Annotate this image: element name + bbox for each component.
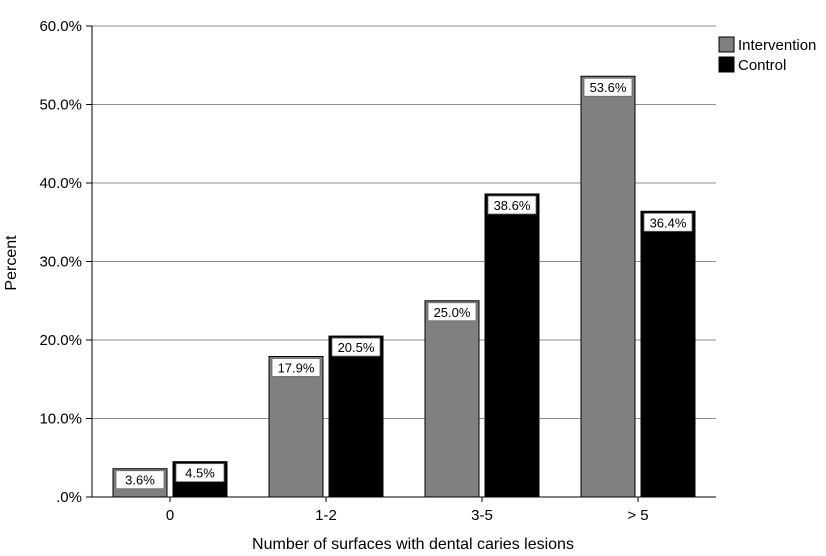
y-tick-label: 50.0% <box>39 97 82 114</box>
bar-control-2 <box>484 193 540 498</box>
data-label-box <box>115 470 165 490</box>
data-label-box <box>487 195 537 215</box>
legend-swatch-intervention <box>718 36 735 53</box>
legend: Intervention Control <box>718 36 816 74</box>
data-label: 20.5% <box>338 340 375 355</box>
data-label: 36.4% <box>650 215 687 230</box>
x-tick-label: 3-5 <box>471 507 493 524</box>
legend-label-intervention: Intervention <box>738 37 816 54</box>
y-tick-label: 40.0% <box>39 175 82 192</box>
y-tick-labels: .0% 10.0% 20.0% 30.0% 40.0% 50.0% 60.0% <box>39 18 82 506</box>
legend-label-control: Control <box>738 57 786 74</box>
data-label: 38.6% <box>494 198 531 213</box>
x-tick-label: > 5 <box>627 507 648 524</box>
axes <box>91 26 716 502</box>
bar-intervention-1 <box>268 355 324 498</box>
y-tick-label: 30.0% <box>39 254 82 271</box>
data-label: 3.6% <box>125 473 155 488</box>
data-label: 4.5% <box>185 466 215 481</box>
bars <box>112 75 696 498</box>
y-tick-label: 20.0% <box>39 332 82 349</box>
bar-control-1 <box>328 335 384 498</box>
y-tick-label: .0% <box>56 489 82 506</box>
y-tick-label: 10.0% <box>39 411 82 428</box>
data-label-box <box>427 302 477 322</box>
data-label-box <box>583 77 633 97</box>
data-label-box <box>643 212 693 232</box>
x-tick-labels: 0 1-2 3-5 > 5 <box>166 507 649 524</box>
y-axis-title: Percent <box>3 235 20 291</box>
data-label-box <box>331 337 381 357</box>
bar-control-3 <box>640 210 696 498</box>
data-label: 17.9% <box>278 360 315 375</box>
legend-swatch-control <box>718 56 735 73</box>
y-tick-label: 60.0% <box>39 18 82 35</box>
data-label-box <box>175 463 225 483</box>
bar-intervention-2 <box>424 300 480 498</box>
x-tick-label: 1-2 <box>315 507 337 524</box>
x-axis-title: Number of surfaces with dental caries le… <box>252 536 574 553</box>
bar-intervention-3 <box>580 75 636 498</box>
x-tick-label: 0 <box>166 507 174 524</box>
data-labels: 3.6% 4.5% 17.9% 20.5% 25.0% 38.6% 53.6% 36.4% <box>115 77 693 490</box>
data-label-box <box>271 358 321 377</box>
data-label: 53.6% <box>590 80 627 95</box>
data-label: 25.0% <box>434 305 471 320</box>
